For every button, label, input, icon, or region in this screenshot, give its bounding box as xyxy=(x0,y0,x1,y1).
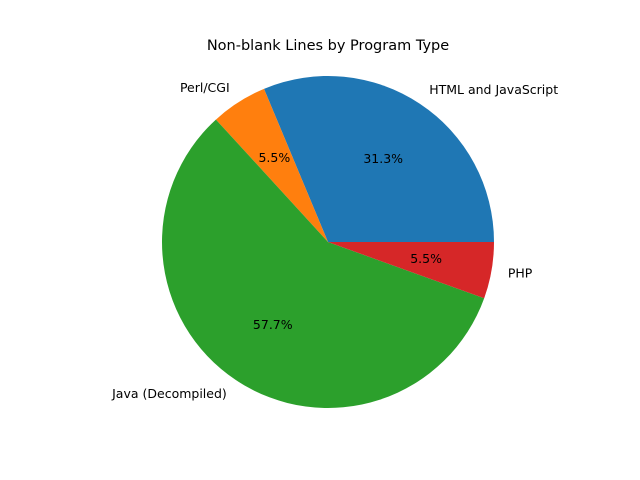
slice-pct-java-decompiled: 57.7% xyxy=(253,317,293,332)
slice-label-html-and-javascript: HTML and JavaScript xyxy=(429,82,558,97)
pie-labels: HTML and JavaScript 31.3% Perl/CGI 5.5% Java… xyxy=(111,80,558,401)
slice-label-perl-cgi: Perl/CGI xyxy=(180,80,230,95)
slice-pct-php: 5.5% xyxy=(410,251,442,266)
slice-label-php: PHP xyxy=(508,265,533,280)
pie-slice-php xyxy=(328,242,494,299)
pie-slice-perl-cgi xyxy=(215,88,328,242)
pie-slice-java-decompiled xyxy=(161,119,485,409)
slice-pct-perl-cgi: 5.5% xyxy=(258,150,290,165)
pie-slice-html-and-javascript xyxy=(263,76,494,242)
slice-pct-html-and-javascript: 31.3% xyxy=(363,151,403,166)
slice-label-java-decompiled: Java (Decompiled) xyxy=(111,386,227,401)
pie-slices xyxy=(161,76,494,409)
chart-title: Non-blank Lines by Program Type xyxy=(207,38,449,54)
